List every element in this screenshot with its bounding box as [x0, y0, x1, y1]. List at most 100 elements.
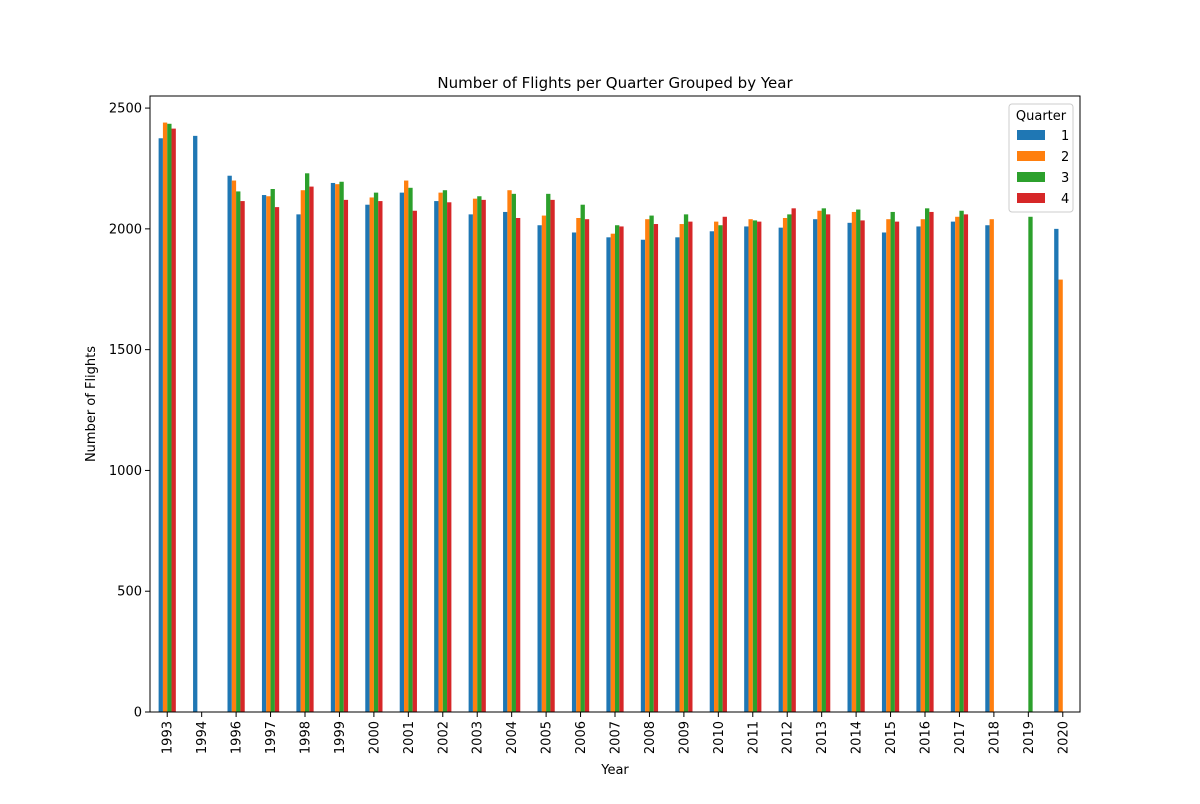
x-tick-label: 1997 — [264, 721, 279, 754]
x-tick-label: 2009 — [677, 721, 692, 754]
bar-q2-2017 — [955, 216, 960, 712]
bar-q1-1997 — [261, 195, 267, 713]
bar-q3-2011 — [752, 220, 758, 712]
bar-q4-2017 — [963, 214, 969, 712]
bar-q1-2008 — [640, 239, 646, 713]
x-tick-label: 2006 — [574, 721, 589, 754]
x-tick-label: 2018 — [987, 721, 1002, 754]
bar-q3-1998 — [305, 173, 310, 713]
bar-q3-2001 — [408, 187, 413, 713]
x-tick-label: 2001 — [402, 721, 417, 754]
y-axis-label: Number of Flights — [84, 346, 99, 462]
y-tick-label: 2500 — [109, 102, 142, 117]
bar-q4-2015 — [894, 221, 900, 712]
bar-q1-2001 — [399, 192, 405, 712]
bar-q3-2016 — [925, 208, 930, 712]
bar-q4-2009 — [688, 221, 693, 712]
bar-q3-1996 — [236, 191, 241, 713]
bar-q2-2007 — [610, 233, 615, 712]
bar-q3-2010 — [718, 225, 723, 713]
bar-q3-2014 — [856, 209, 861, 713]
bar-q4-1996 — [240, 201, 245, 712]
bar-q2-2003 — [472, 198, 478, 713]
x-axis-label: Year — [600, 763, 629, 778]
bar-q2-2010 — [714, 221, 719, 712]
bar-q2-1993 — [162, 122, 168, 712]
x-tick-label: 2015 — [884, 721, 899, 754]
bar-q3-2000 — [373, 192, 379, 712]
bar-q4-2014 — [860, 220, 865, 712]
y-axis: 0 500 1000 1500 2000 2500 — [109, 102, 150, 721]
bar-q1-2011 — [744, 226, 749, 712]
bar-q1-2000 — [365, 204, 370, 712]
x-axis: 1993 1994 1996 1997 1998 1999 2000 2001 2002 2003… — [161, 712, 1071, 754]
x-tick-label: 2013 — [815, 721, 830, 754]
bar-q2-2000 — [369, 197, 374, 712]
bar-q2-2014 — [851, 211, 857, 712]
bar-q4-2005 — [550, 199, 555, 712]
x-tick-label: 2010 — [712, 721, 727, 754]
y-tick-label: 1500 — [109, 343, 142, 358]
bar-q3-2008 — [649, 215, 654, 712]
x-tick-label: 2017 — [953, 721, 968, 754]
bar-q1-2010 — [709, 231, 715, 712]
legend-label: 1 — [1061, 129, 1069, 144]
bar-q4-2000 — [378, 201, 383, 712]
bar-q1-2012 — [778, 227, 783, 712]
bar-q4-2016 — [929, 211, 934, 712]
x-tick-label: 1999 — [333, 721, 348, 754]
bar-q4-1998 — [309, 186, 314, 713]
x-tick-label: 2020 — [1056, 721, 1071, 754]
bar-q3-2017 — [959, 210, 964, 712]
bar-q3-2013 — [821, 208, 826, 712]
bar-q2-2002 — [438, 192, 443, 712]
chart-title: Number of Flights per Quarter Grouped by… — [437, 74, 793, 92]
bar-q2-2016 — [920, 219, 925, 712]
x-tick-label: 2011 — [746, 721, 761, 754]
bar-q1-2003 — [468, 214, 473, 712]
x-tick-label: 2002 — [436, 721, 451, 754]
bar-q2-2015 — [886, 219, 891, 712]
bar-q1-2005 — [537, 225, 542, 713]
y-tick-label: 0 — [134, 706, 142, 721]
legend-label: 4 — [1061, 192, 1069, 207]
legend-label: 3 — [1061, 171, 1069, 186]
x-tick-label: 2012 — [781, 721, 796, 754]
bar-q3-2003 — [477, 196, 482, 712]
bar-q3-2019 — [1028, 216, 1033, 712]
x-tick-label: 2004 — [505, 721, 520, 754]
bar-q2-2004 — [507, 190, 512, 712]
bar-q1-2009 — [675, 237, 680, 712]
bar-q1-2006 — [571, 232, 577, 713]
bar-q1-1994 — [193, 135, 198, 713]
bar-q2-2005 — [541, 215, 547, 712]
bar-q1-2002 — [434, 201, 439, 712]
bar-q4-1997 — [274, 207, 280, 712]
x-tick-label: 1994 — [195, 721, 210, 754]
legend-swatch — [1017, 172, 1045, 182]
legend-title: Quarter — [1016, 109, 1067, 124]
bar-q3-2005 — [546, 193, 551, 713]
x-tick-label: 2000 — [367, 721, 382, 754]
bars-layer — [158, 122, 1063, 713]
bar-q3-2006 — [580, 204, 585, 712]
bar-q3-1997 — [270, 189, 275, 712]
x-tick-label: 2008 — [643, 721, 658, 754]
bar-q2-1998 — [300, 190, 305, 712]
legend-swatch — [1017, 151, 1045, 161]
bar-q2-2008 — [645, 219, 650, 712]
bar-q1-1999 — [330, 182, 336, 712]
bar-q1-2004 — [503, 211, 508, 712]
bar-q3-2012 — [787, 214, 792, 712]
bar-q2-2006 — [576, 217, 581, 713]
x-tick-label: 2007 — [609, 721, 624, 754]
bar-q2-2011 — [748, 219, 753, 712]
bar-q2-1999 — [335, 184, 340, 713]
x-tick-label: 1998 — [299, 721, 314, 754]
bar-q1-1998 — [296, 214, 301, 712]
bar-q3-2009 — [683, 214, 689, 712]
bar-q1-2016 — [916, 226, 921, 712]
bar-q1-2015 — [881, 232, 887, 713]
legend: Quarter 1 2 3 4 — [1008, 103, 1074, 213]
